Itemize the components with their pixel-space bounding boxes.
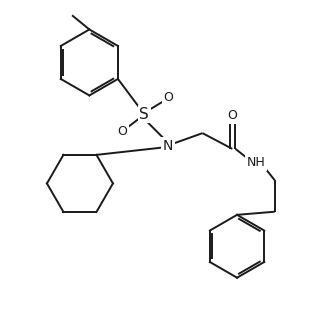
Text: S: S xyxy=(139,107,149,122)
Text: O: O xyxy=(163,91,173,104)
Text: N: N xyxy=(163,139,173,153)
Text: O: O xyxy=(227,109,237,122)
Text: NH: NH xyxy=(247,156,265,170)
Text: O: O xyxy=(117,125,127,138)
